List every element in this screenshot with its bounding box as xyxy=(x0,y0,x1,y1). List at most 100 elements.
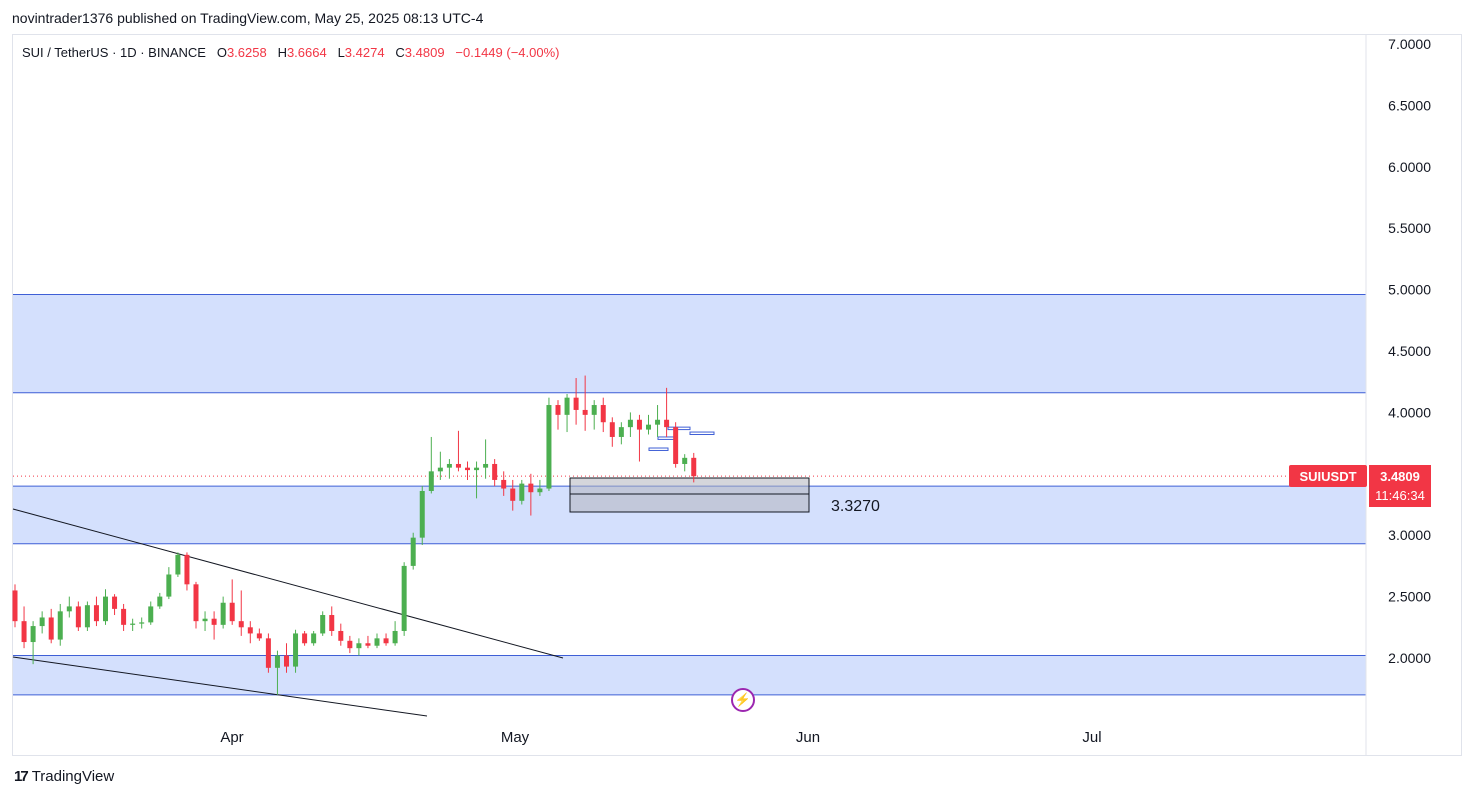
candle-37 xyxy=(347,635,353,654)
candle-body xyxy=(528,483,534,493)
candle-body xyxy=(537,488,543,493)
candle-body xyxy=(591,405,597,415)
candle-52 xyxy=(483,439,489,479)
candle-30 xyxy=(284,643,289,673)
ticker-tag: SUIUSDT xyxy=(1289,465,1367,487)
candle-61 xyxy=(564,393,570,433)
candle-body xyxy=(465,467,470,471)
candle-43 xyxy=(401,562,407,636)
candle-body xyxy=(229,602,235,622)
candle-6 xyxy=(66,596,72,618)
candle-body xyxy=(311,633,317,644)
open-value: 3.6258 xyxy=(226,45,267,60)
candle-body xyxy=(302,633,308,644)
candle-body xyxy=(139,622,145,624)
candle-68 xyxy=(627,412,633,437)
candle-body xyxy=(618,427,624,437)
candle-body xyxy=(474,467,480,471)
y-tick-label: 5.0000 xyxy=(1388,282,1431,298)
candle-64 xyxy=(591,400,597,430)
candle-body xyxy=(12,590,18,622)
consolidation-box xyxy=(569,477,810,513)
lower-support-zone-fill xyxy=(13,655,1366,695)
candle-13 xyxy=(130,618,136,631)
x-tick-label: Apr xyxy=(220,729,243,746)
candle-73 xyxy=(673,422,679,468)
footer-brand: TradingView xyxy=(31,768,115,785)
candle-body xyxy=(30,626,36,643)
candle-body xyxy=(57,611,63,640)
candle-9 xyxy=(93,596,99,627)
candle-38 xyxy=(356,638,362,656)
candle-body xyxy=(329,615,335,631)
candle-40 xyxy=(374,633,380,649)
chart-frame[interactable] xyxy=(12,34,1462,756)
last-price-value: 3.4809 xyxy=(1380,469,1420,484)
range-mark-3 xyxy=(689,431,715,436)
upper-resistance-zone-fill xyxy=(13,294,1366,393)
candle-69 xyxy=(636,414,642,462)
lower-trendline xyxy=(12,656,428,717)
change-value: −0.1449 (−4.00%) xyxy=(455,45,560,60)
candle-22 xyxy=(211,611,217,640)
candle-32 xyxy=(302,630,308,646)
candle-11 xyxy=(112,594,118,616)
candle-71 xyxy=(655,405,661,437)
x-tick-label: May xyxy=(501,729,530,746)
candle-body xyxy=(573,397,579,410)
level-annotation: 3.3270 xyxy=(831,498,880,515)
y-tick-label: 2.0000 xyxy=(1388,650,1431,666)
candle-10 xyxy=(103,589,108,625)
candle-body xyxy=(673,427,679,464)
candle-body xyxy=(256,633,262,639)
candle-body xyxy=(609,422,615,437)
flash-icon[interactable]: ⚡ xyxy=(731,688,755,712)
candle-body xyxy=(265,638,271,668)
footer-logo[interactable]: 17 TradingView xyxy=(14,768,114,785)
candle-body xyxy=(446,463,452,468)
candle-body xyxy=(428,471,434,491)
ohlc-legend: SUI / TetherUS · 1D · BINANCE O3.6258 H3… xyxy=(22,45,559,60)
candle-46 xyxy=(428,436,434,494)
candle-18 xyxy=(175,552,181,577)
candle-body xyxy=(175,554,181,575)
candle-19 xyxy=(184,552,190,591)
candle-body xyxy=(501,479,507,489)
candle-body xyxy=(21,621,27,643)
candle-body xyxy=(39,617,45,627)
y-tick-label: 5.5000 xyxy=(1388,220,1431,236)
candle-7 xyxy=(75,601,81,631)
candle-body xyxy=(157,596,163,607)
y-tick-label: 3.0000 xyxy=(1388,527,1431,543)
x-tick-label: Jun xyxy=(796,729,820,746)
candles-layer xyxy=(12,375,697,695)
candle-66 xyxy=(609,417,615,447)
y-tick-label: 6.0000 xyxy=(1388,159,1431,175)
candle-body xyxy=(410,537,416,566)
low-value: 3.4274 xyxy=(344,45,385,60)
candle-72 xyxy=(664,387,670,437)
candle-27 xyxy=(256,628,262,641)
y-tick-label: 4.5000 xyxy=(1388,343,1431,359)
candle-body xyxy=(392,630,398,644)
y-tick-label: 4.0000 xyxy=(1388,404,1431,420)
candle-body xyxy=(75,606,81,628)
candle-0 xyxy=(12,584,18,628)
candle-24 xyxy=(229,579,235,625)
candle-70 xyxy=(646,414,651,435)
upper-resistance-zone xyxy=(13,294,1366,394)
candle-41 xyxy=(383,633,389,646)
candle-36 xyxy=(338,623,344,646)
candle-body xyxy=(130,623,136,625)
candle-53 xyxy=(492,459,498,487)
consolidation-rect xyxy=(569,477,810,513)
candle-body xyxy=(103,596,108,622)
candle-body xyxy=(655,419,661,425)
price-axis: 7.0000 6.5000 6.0000 5.5000 5.0000 4.5000 4.00… xyxy=(1388,36,1431,666)
candle-5 xyxy=(57,603,63,646)
candle-body xyxy=(338,630,344,641)
candle-body xyxy=(555,405,561,415)
upper-trendline xyxy=(12,508,564,659)
time-axis: Apr May Jun Jul xyxy=(220,729,1101,746)
